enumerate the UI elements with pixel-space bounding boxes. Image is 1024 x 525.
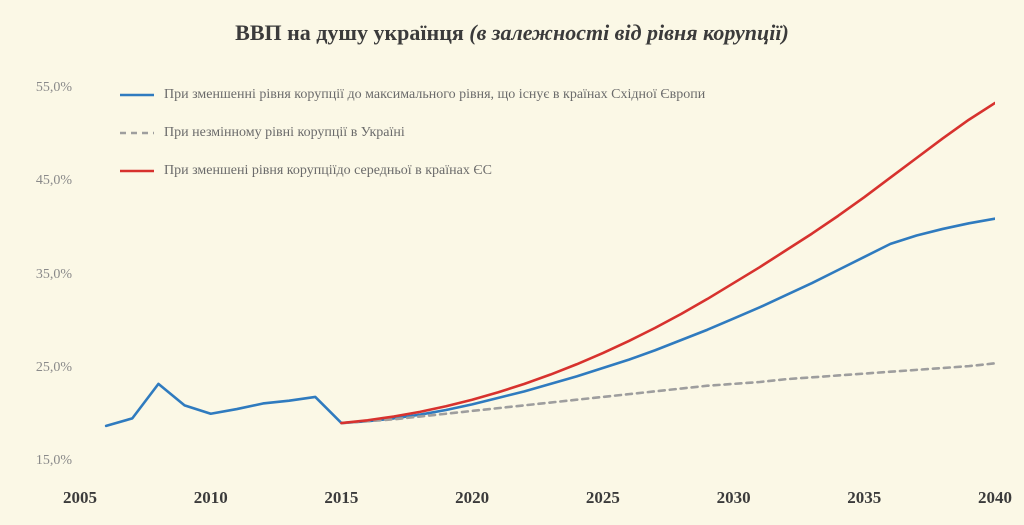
- series-line-unchanged: [341, 363, 995, 423]
- chart-title: ВВП на душу українця (в залежності від р…: [0, 20, 1024, 46]
- x-axis-label: 2015: [324, 488, 358, 508]
- chart-container: ВВП на душу українця (в залежності від р…: [0, 0, 1024, 525]
- x-axis-label: 2005: [63, 488, 97, 508]
- x-axis-label: 2030: [717, 488, 751, 508]
- x-axis-label: 2025: [586, 488, 620, 508]
- y-axis-label: 55,0%: [36, 80, 72, 96]
- y-axis-label: 45,0%: [36, 173, 72, 189]
- y-axis-label: 15,0%: [36, 453, 72, 469]
- y-axis-label: 35,0%: [36, 267, 72, 283]
- x-axis-label: 2010: [194, 488, 228, 508]
- series-line-eu_average: [341, 103, 995, 423]
- plot-svg: [80, 60, 995, 480]
- plot-area: 15,0%25,0%35,0%45,0%55,0%200520102015202…: [80, 60, 995, 480]
- x-axis-label: 2020: [455, 488, 489, 508]
- series-line-east_europe_max: [106, 219, 995, 426]
- title-sub: (в залежності від рівня корупції): [469, 20, 789, 45]
- x-axis-label: 2040: [978, 488, 1012, 508]
- title-main: ВВП на душу українця: [235, 20, 464, 45]
- x-axis-label: 2035: [847, 488, 881, 508]
- y-axis-label: 25,0%: [36, 360, 72, 376]
